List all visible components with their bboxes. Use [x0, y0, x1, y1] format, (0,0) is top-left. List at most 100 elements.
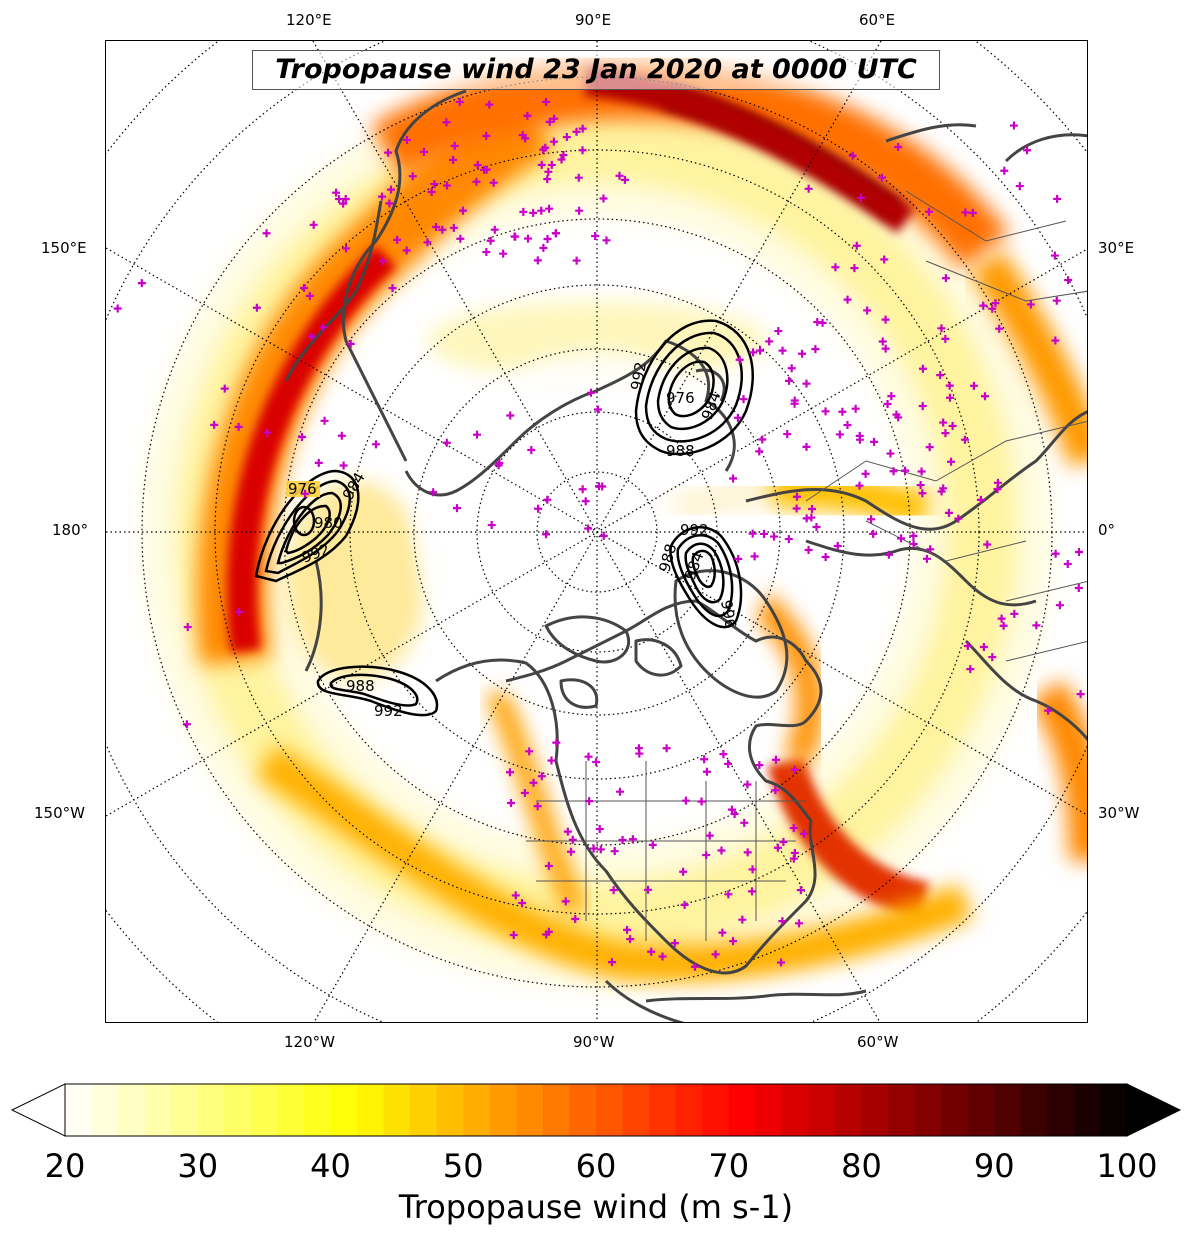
station-marker: [717, 846, 726, 855]
station-marker: [748, 887, 757, 896]
station-marker: [592, 758, 601, 767]
station-marker: [499, 249, 508, 258]
station-marker: [976, 495, 985, 504]
station-marker: [979, 301, 988, 310]
station-marker: [450, 141, 459, 150]
station-marker: [339, 199, 348, 208]
station-marker: [658, 952, 667, 961]
colorbar-cell: [277, 1084, 305, 1136]
station-marker: [386, 185, 395, 194]
contour-label: 992: [627, 360, 650, 391]
station-marker: [870, 437, 879, 446]
station-marker: [784, 535, 793, 544]
station-marker: [729, 937, 738, 946]
station-marker: [851, 404, 860, 413]
station-marker: [995, 324, 1004, 333]
station-marker: [999, 621, 1008, 630]
station-marker: [855, 481, 864, 490]
station-marker: [883, 399, 892, 408]
station-marker: [519, 207, 528, 216]
station-marker: [1074, 547, 1083, 556]
station-marker: [918, 489, 927, 498]
station-marker: [544, 861, 553, 870]
station-marker: [210, 420, 219, 429]
station-marker: [541, 143, 550, 152]
station-marker: [388, 284, 397, 293]
station-marker: [584, 524, 593, 533]
colorbar-cell: [489, 1084, 517, 1136]
station-marker: [182, 720, 191, 729]
station-marker: [855, 435, 864, 444]
station-marker: [549, 137, 558, 146]
station-marker: [505, 768, 514, 777]
colorbar-tick-label: 90: [973, 1147, 1015, 1185]
station-marker: [596, 845, 605, 854]
station-marker: [727, 805, 736, 814]
station-marker: [523, 234, 532, 243]
colorbar-cell: [118, 1084, 146, 1136]
station-marker: [545, 117, 554, 126]
station-marker: [831, 263, 840, 272]
station-marker: [584, 752, 593, 761]
station-marker: [384, 148, 393, 157]
lon-label-top-60e: 60°E: [859, 11, 896, 29]
station-marker: [833, 541, 842, 550]
station-marker: [802, 514, 811, 523]
station-marker: [608, 958, 617, 967]
lon-label-top-90e: 90°E: [575, 11, 612, 29]
station-marker: [748, 529, 757, 538]
station-marker: [1076, 690, 1085, 699]
station-marker: [798, 349, 807, 358]
colorbar-cell: [144, 1084, 172, 1136]
station-marker: [623, 925, 632, 934]
station-marker: [542, 530, 551, 539]
station-marker: [773, 843, 782, 852]
colorbar-cell: [1100, 1084, 1128, 1136]
station-marker: [235, 607, 244, 616]
station-marker: [572, 127, 581, 136]
polar-stereographic-map: 976 984 980 992 976 992 984 988 992 988 …: [106, 41, 1087, 1022]
station-marker: [346, 339, 355, 348]
station-marker: [877, 173, 886, 182]
station-marker: [305, 291, 314, 300]
colorbar-cell: [1020, 1084, 1048, 1136]
station-marker: [779, 837, 788, 846]
colorbar-cell: [463, 1084, 491, 1136]
station-marker: [916, 481, 925, 490]
station-marker: [771, 755, 780, 764]
colorbar-cell: [834, 1084, 863, 1136]
station-marker: [884, 550, 893, 559]
station-marker: [785, 376, 794, 385]
station-marker: [458, 206, 467, 215]
station-marker: [945, 381, 954, 390]
station-marker: [946, 393, 955, 402]
station-marker: [821, 407, 830, 416]
station-marker: [609, 886, 618, 895]
station-marker: [777, 958, 786, 967]
station-marker: [341, 194, 350, 203]
station-marker: [867, 515, 876, 524]
station-marker: [628, 835, 637, 844]
station-marker: [562, 133, 571, 142]
station-marker: [901, 466, 910, 475]
station-marker: [563, 827, 572, 836]
station-marker: [1026, 300, 1035, 309]
station-marker: [371, 440, 380, 449]
colorbar-cell: [330, 1084, 358, 1136]
pressure-contours: [254, 319, 754, 717]
station-marker: [1052, 296, 1061, 305]
station-marker: [547, 756, 556, 765]
station-marker: [852, 241, 861, 250]
station-marker: [442, 438, 451, 447]
station-marker: [796, 886, 805, 895]
colorbar-cell: [649, 1084, 677, 1136]
station-marker: [1015, 182, 1024, 191]
station-marker: [545, 204, 554, 213]
station-marker: [626, 935, 635, 944]
station-marker: [472, 430, 481, 439]
lon-label-left-150w: 150°W: [34, 804, 85, 822]
station-marker: [954, 514, 963, 523]
station-marker: [792, 504, 801, 513]
station-marker: [543, 234, 552, 243]
station-marker: [843, 421, 852, 430]
